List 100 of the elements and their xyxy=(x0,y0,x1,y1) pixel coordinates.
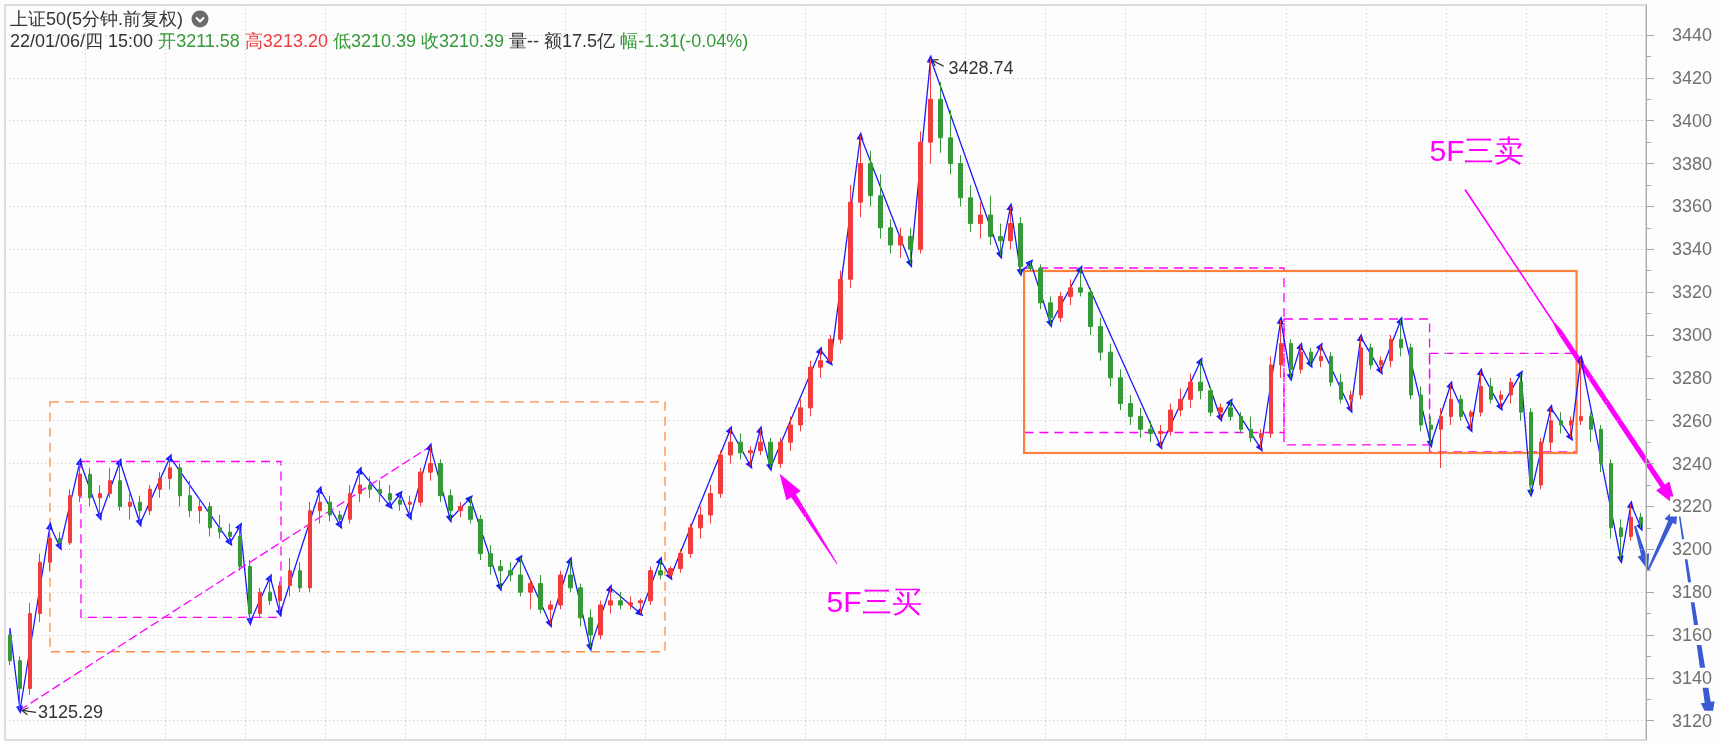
candlestick xyxy=(878,173,883,240)
candlestick xyxy=(598,600,603,640)
candlestick xyxy=(508,561,513,582)
y-tick-label: 3140 xyxy=(1672,667,1713,688)
candlestick xyxy=(108,467,112,499)
candlestick xyxy=(288,557,292,597)
candlestick xyxy=(328,495,332,522)
candlestick xyxy=(158,471,162,499)
y-tick-label: 3160 xyxy=(1672,625,1713,645)
candlestick xyxy=(1439,407,1443,469)
candlestick xyxy=(758,428,763,456)
candlestick xyxy=(788,415,793,452)
candlestick xyxy=(848,184,853,289)
candlestick xyxy=(1559,411,1563,435)
candlestick xyxy=(1018,216,1023,274)
candlestick xyxy=(418,467,423,507)
candlestick xyxy=(368,475,372,499)
candlestick xyxy=(1269,355,1273,439)
candlestick xyxy=(458,501,463,518)
candlestick xyxy=(718,450,723,499)
candlestick xyxy=(1108,343,1113,387)
annotation: 3428.74 xyxy=(948,58,1014,79)
y-tick-label: 3240 xyxy=(1672,453,1713,474)
candlestick xyxy=(1098,317,1103,362)
candlestick xyxy=(888,218,893,255)
candlestick xyxy=(678,548,683,574)
candlestick xyxy=(558,570,563,610)
candlestick xyxy=(1509,377,1513,405)
candlestick xyxy=(88,467,92,507)
candlestick xyxy=(588,608,593,649)
candlestick xyxy=(28,602,32,696)
candlestick xyxy=(208,501,212,537)
y-tick-label: 3200 xyxy=(1672,539,1713,560)
candlestick xyxy=(938,81,943,154)
candlestick xyxy=(1539,437,1543,490)
candlestick xyxy=(1599,424,1603,473)
candlestick xyxy=(8,628,12,666)
candlestick xyxy=(1329,351,1333,387)
candlestick xyxy=(958,154,963,207)
candlestick xyxy=(978,201,983,240)
y-tick-label: 3440 xyxy=(1672,25,1713,45)
candlestick xyxy=(1459,394,1463,422)
y-tick-label: 3360 xyxy=(1672,196,1713,217)
candlestick xyxy=(708,484,713,525)
candlestick xyxy=(1239,411,1243,435)
candlestick xyxy=(1068,278,1073,306)
y-tick-label: 3380 xyxy=(1672,153,1713,174)
candlestick xyxy=(1609,458,1613,540)
candlestick xyxy=(1178,388,1183,417)
y-tick-label: 3320 xyxy=(1672,282,1713,303)
candlestick xyxy=(128,493,132,520)
candlestick xyxy=(1419,385,1423,432)
chart-title: 上证50(5分钟.前复权) xyxy=(10,8,184,31)
candlestick xyxy=(378,480,382,503)
candlestick xyxy=(1008,205,1013,250)
candlestick xyxy=(198,497,202,525)
candlestick xyxy=(348,484,352,525)
candlestick xyxy=(538,574,543,615)
candlestick xyxy=(1218,403,1223,420)
candlestick xyxy=(1168,403,1173,437)
candlestick xyxy=(918,130,923,255)
candlestick xyxy=(738,433,743,460)
candlestick xyxy=(868,150,873,207)
candlestick xyxy=(778,437,783,469)
candlestick xyxy=(1128,394,1133,426)
candlestick xyxy=(308,501,312,593)
candlestick xyxy=(68,488,72,546)
y-tick-label: 3220 xyxy=(1672,496,1713,517)
candlestick xyxy=(968,184,973,233)
y-tick-label: 3340 xyxy=(1672,239,1713,260)
y-tick-label: 3260 xyxy=(1672,410,1713,431)
y-tick-label: 3300 xyxy=(1672,325,1713,345)
candlestick xyxy=(1489,377,1493,405)
y-tick-label: 3400 xyxy=(1672,110,1713,131)
candlestick xyxy=(648,565,653,606)
candlestick xyxy=(688,523,693,559)
candlestick xyxy=(1188,373,1193,409)
candlestick xyxy=(188,480,192,518)
candlestick xyxy=(618,591,623,610)
candlestick xyxy=(838,270,843,345)
candlestick xyxy=(488,544,493,576)
candlestick xyxy=(298,561,302,593)
candlestick xyxy=(1339,373,1343,405)
y-tick-label: 3280 xyxy=(1672,367,1713,388)
candlestick xyxy=(478,514,483,561)
candlestick xyxy=(528,578,533,610)
candlestick xyxy=(1088,287,1093,336)
candlestick xyxy=(948,109,953,175)
candlestick xyxy=(178,463,182,507)
candlestick xyxy=(1369,343,1373,370)
candlestick xyxy=(808,360,813,417)
candlestick xyxy=(1389,334,1393,368)
annotation: 3125.29 xyxy=(38,702,104,723)
y-tick-label: 3120 xyxy=(1672,710,1713,731)
text: 22/01/06/四 15:00 开3211.58 高3213.20 低3210.39 收3210.39 量-- 额17.5亿 幅-1.31(-0.04%) xyxy=(10,31,749,51)
candlestick xyxy=(1058,291,1063,323)
candlestick xyxy=(1589,411,1593,443)
candlestick xyxy=(38,553,42,623)
candlestick xyxy=(578,583,583,627)
y-tick-label: 3180 xyxy=(1672,582,1713,603)
